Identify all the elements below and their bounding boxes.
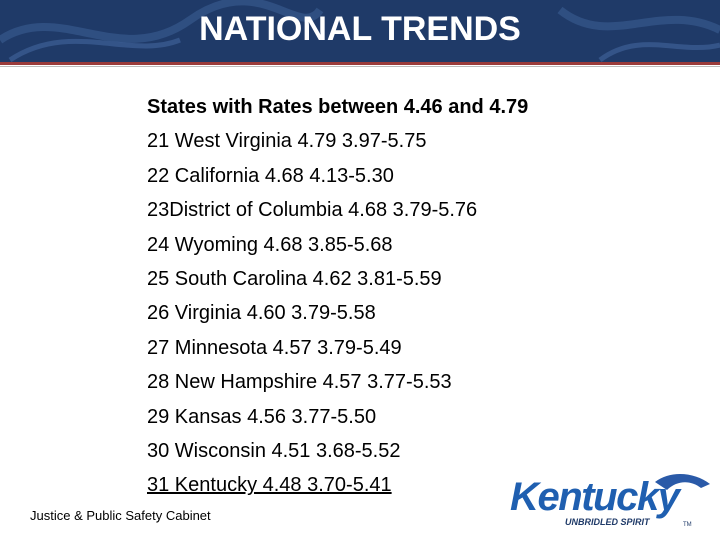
footer: Justice & Public Safety Cabinet bbox=[30, 508, 211, 523]
list: States with Rates between 4.46 and 4.79 … bbox=[147, 90, 528, 503]
header: NATIONAL TRENDS bbox=[0, 0, 720, 62]
list-heading: States with Rates between 4.46 and 4.79 bbox=[147, 96, 529, 118]
list-row: 31 Kentucky 4.48 3.70-5.41 bbox=[147, 474, 392, 497]
logo-mark: TM bbox=[683, 522, 692, 528]
list-row: 27 Minnesota 4.57 3.79-5.49 bbox=[147, 336, 402, 359]
logo: Kentucky UNBRIDLED SPIRIT TM bbox=[510, 473, 710, 528]
logo-horse bbox=[655, 473, 710, 490]
logo-tagline: UNBRIDLED SPIRIT bbox=[565, 517, 651, 527]
list-row: 29 Kansas 4.56 3.77-5.50 bbox=[147, 405, 377, 428]
list-row: 28 New Hampshire 4.57 3.77-5.53 bbox=[147, 371, 452, 394]
rule bbox=[0, 66, 720, 67]
logo-name: Kentucky bbox=[510, 475, 682, 519]
list-row: 23District of Columbia 4.68 3.79-5.76 bbox=[147, 199, 478, 222]
list-row: 21 West Virginia 4.79 3.97-5.75 bbox=[147, 130, 427, 153]
list-row: 24 Wyoming 4.68 3.85-5.68 bbox=[147, 233, 393, 256]
header-swirls bbox=[0, 0, 720, 62]
list-row: 25 South Carolina 4.62 3.81-5.59 bbox=[147, 268, 442, 291]
title: NATIONAL TRENDS bbox=[199, 10, 521, 48]
rule bbox=[0, 62, 720, 65]
list-row: 22 California 4.68 4.13-5.30 bbox=[147, 164, 394, 187]
list-row: 26 Virginia 4.60 3.79-5.58 bbox=[147, 302, 376, 325]
list-row: 30 Wisconsin 4.51 3.68-5.52 bbox=[147, 440, 401, 463]
